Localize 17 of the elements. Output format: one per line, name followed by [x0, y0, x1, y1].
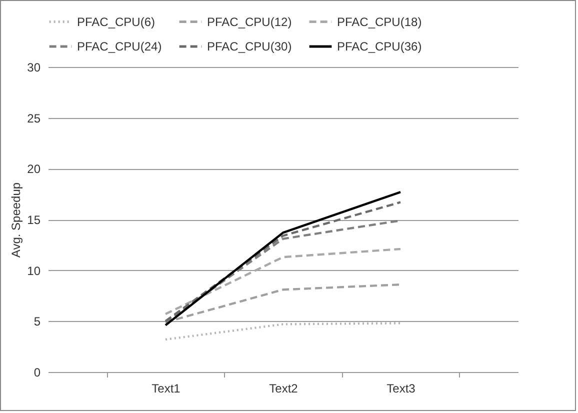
- legend-label: PFAC_CPU(18): [337, 14, 422, 29]
- legend-label: PFAC_CPU(12): [207, 14, 292, 29]
- y-axis-title: Avg. Speedup: [9, 182, 24, 258]
- y-tick-label: 30: [27, 60, 41, 74]
- y-tick-label: 25: [27, 111, 41, 126]
- legend-label: PFAC_CPU(36): [337, 40, 422, 54]
- legend-label: PFAC_CPU(24): [77, 40, 162, 54]
- y-tick-label: 5: [34, 314, 41, 329]
- y-tick-label: 20: [27, 162, 41, 176]
- x-tick-label: Text3: [386, 382, 416, 396]
- legend-label: PFAC_CPU(6): [77, 14, 156, 29]
- y-tick-label: 0: [34, 366, 41, 380]
- x-tick-label: Text1: [152, 382, 181, 396]
- x-tick-label: Text2: [269, 382, 298, 396]
- legend-label: PFAC_CPU(30): [207, 40, 292, 54]
- y-tick-label: 15: [27, 213, 41, 227]
- y-tick-label: 10: [27, 264, 41, 278]
